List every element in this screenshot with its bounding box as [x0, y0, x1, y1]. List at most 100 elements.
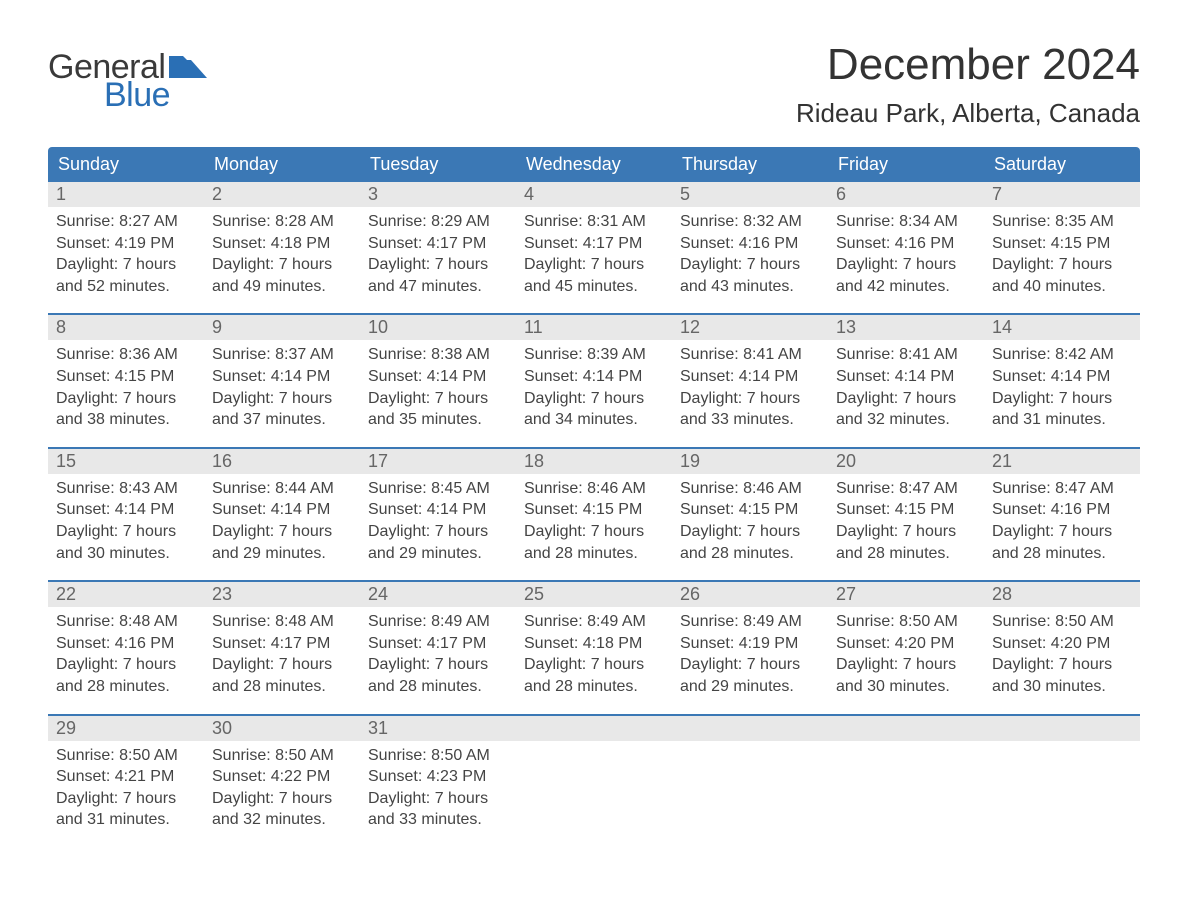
day-number: 16 [204, 449, 360, 474]
sunset-text: Sunset: 4:20 PM [992, 633, 1132, 655]
day-cell: Sunrise: 8:41 AMSunset: 4:14 PMDaylight:… [672, 340, 828, 430]
daylight-text: Daylight: 7 hours [680, 254, 820, 276]
daydata-row: Sunrise: 8:50 AMSunset: 4:21 PMDaylight:… [48, 741, 1140, 831]
day-number: 10 [360, 315, 516, 340]
sunset-text: Sunset: 4:19 PM [680, 633, 820, 655]
daylight-text: Daylight: 7 hours [992, 654, 1132, 676]
day-cell: Sunrise: 8:45 AMSunset: 4:14 PMDaylight:… [360, 474, 516, 564]
daylight-text: and 31 minutes. [992, 409, 1132, 431]
sunset-text: Sunset: 4:14 PM [680, 366, 820, 388]
daylight-text: and 28 minutes. [524, 676, 664, 698]
daylight-text: Daylight: 7 hours [368, 788, 508, 810]
sunrise-text: Sunrise: 8:32 AM [680, 211, 820, 233]
daydata-row: Sunrise: 8:43 AMSunset: 4:14 PMDaylight:… [48, 474, 1140, 564]
daylight-text: Daylight: 7 hours [836, 521, 976, 543]
day-cell: Sunrise: 8:27 AMSunset: 4:19 PMDaylight:… [48, 207, 204, 297]
col-thursday: Thursday [672, 147, 828, 182]
day-number: 22 [48, 582, 204, 607]
day-number: 21 [984, 449, 1140, 474]
col-friday: Friday [828, 147, 984, 182]
day-number: 4 [516, 182, 672, 207]
day-cell: Sunrise: 8:49 AMSunset: 4:18 PMDaylight:… [516, 607, 672, 697]
sunrise-text: Sunrise: 8:49 AM [680, 611, 820, 633]
sunrise-text: Sunrise: 8:50 AM [836, 611, 976, 633]
sunset-text: Sunset: 4:19 PM [56, 233, 196, 255]
day-cell: Sunrise: 8:31 AMSunset: 4:17 PMDaylight:… [516, 207, 672, 297]
day-number: 19 [672, 449, 828, 474]
daylight-text: Daylight: 7 hours [836, 654, 976, 676]
sunrise-text: Sunrise: 8:49 AM [524, 611, 664, 633]
daynum-row: 1234567 [48, 182, 1140, 207]
sunrise-text: Sunrise: 8:42 AM [992, 344, 1132, 366]
day-cell: Sunrise: 8:41 AMSunset: 4:14 PMDaylight:… [828, 340, 984, 430]
daylight-text: Daylight: 7 hours [368, 254, 508, 276]
day-cell: Sunrise: 8:34 AMSunset: 4:16 PMDaylight:… [828, 207, 984, 297]
daylight-text: Daylight: 7 hours [680, 388, 820, 410]
day-number: 18 [516, 449, 672, 474]
sunset-text: Sunset: 4:14 PM [368, 366, 508, 388]
daydata-row: Sunrise: 8:36 AMSunset: 4:15 PMDaylight:… [48, 340, 1140, 430]
daynum-row: 15161718192021 [48, 449, 1140, 474]
daylight-text: and 29 minutes. [368, 543, 508, 565]
day-number: 7 [984, 182, 1140, 207]
sunrise-text: Sunrise: 8:36 AM [56, 344, 196, 366]
day-number: 9 [204, 315, 360, 340]
sunrise-text: Sunrise: 8:35 AM [992, 211, 1132, 233]
month-title: December 2024 [796, 40, 1140, 90]
daylight-text: and 30 minutes. [992, 676, 1132, 698]
daylight-text: Daylight: 7 hours [56, 254, 196, 276]
day-number [828, 716, 984, 741]
daylight-text: Daylight: 7 hours [56, 788, 196, 810]
day-number [672, 716, 828, 741]
daylight-text: and 28 minutes. [992, 543, 1132, 565]
day-cell: Sunrise: 8:49 AMSunset: 4:19 PMDaylight:… [672, 607, 828, 697]
day-number: 12 [672, 315, 828, 340]
brand-logo: General Blue [48, 50, 207, 112]
daylight-text: and 29 minutes. [212, 543, 352, 565]
day-number: 28 [984, 582, 1140, 607]
daylight-text: and 28 minutes. [368, 676, 508, 698]
day-number: 20 [828, 449, 984, 474]
sunrise-text: Sunrise: 8:27 AM [56, 211, 196, 233]
col-wednesday: Wednesday [516, 147, 672, 182]
day-cell: Sunrise: 8:50 AMSunset: 4:23 PMDaylight:… [360, 741, 516, 831]
daylight-text: Daylight: 7 hours [524, 388, 664, 410]
sunset-text: Sunset: 4:16 PM [680, 233, 820, 255]
sunrise-text: Sunrise: 8:46 AM [524, 478, 664, 500]
day-number: 14 [984, 315, 1140, 340]
sunrise-text: Sunrise: 8:48 AM [56, 611, 196, 633]
calendar-header: Sunday Monday Tuesday Wednesday Thursday… [48, 147, 1140, 182]
day-cell: Sunrise: 8:42 AMSunset: 4:14 PMDaylight:… [984, 340, 1140, 430]
daylight-text: and 29 minutes. [680, 676, 820, 698]
sunrise-text: Sunrise: 8:31 AM [524, 211, 664, 233]
header: General Blue December 2024 Rideau Park, … [48, 40, 1140, 129]
sunrise-text: Sunrise: 8:38 AM [368, 344, 508, 366]
sunrise-text: Sunrise: 8:45 AM [368, 478, 508, 500]
day-cell: Sunrise: 8:50 AMSunset: 4:20 PMDaylight:… [984, 607, 1140, 697]
day-cell: Sunrise: 8:46 AMSunset: 4:15 PMDaylight:… [516, 474, 672, 564]
daylight-text: Daylight: 7 hours [212, 388, 352, 410]
daynum-row: 891011121314 [48, 315, 1140, 340]
day-number [984, 716, 1140, 741]
daylight-text: Daylight: 7 hours [368, 521, 508, 543]
day-cell: Sunrise: 8:28 AMSunset: 4:18 PMDaylight:… [204, 207, 360, 297]
sunrise-text: Sunrise: 8:34 AM [836, 211, 976, 233]
day-cell [828, 741, 984, 831]
sunset-text: Sunset: 4:14 PM [212, 499, 352, 521]
daylight-text: and 28 minutes. [680, 543, 820, 565]
daylight-text: and 31 minutes. [56, 809, 196, 831]
sunrise-text: Sunrise: 8:50 AM [992, 611, 1132, 633]
daydata-row: Sunrise: 8:27 AMSunset: 4:19 PMDaylight:… [48, 207, 1140, 297]
daylight-text: Daylight: 7 hours [680, 654, 820, 676]
daylight-text: Daylight: 7 hours [524, 254, 664, 276]
day-cell: Sunrise: 8:46 AMSunset: 4:15 PMDaylight:… [672, 474, 828, 564]
day-cell [672, 741, 828, 831]
calendar: Sunday Monday Tuesday Wednesday Thursday… [48, 147, 1140, 831]
day-number: 6 [828, 182, 984, 207]
day-number: 8 [48, 315, 204, 340]
daylight-text: and 49 minutes. [212, 276, 352, 298]
day-cell: Sunrise: 8:50 AMSunset: 4:20 PMDaylight:… [828, 607, 984, 697]
daylight-text: and 28 minutes. [212, 676, 352, 698]
day-cell: Sunrise: 8:44 AMSunset: 4:14 PMDaylight:… [204, 474, 360, 564]
day-cell: Sunrise: 8:47 AMSunset: 4:16 PMDaylight:… [984, 474, 1140, 564]
